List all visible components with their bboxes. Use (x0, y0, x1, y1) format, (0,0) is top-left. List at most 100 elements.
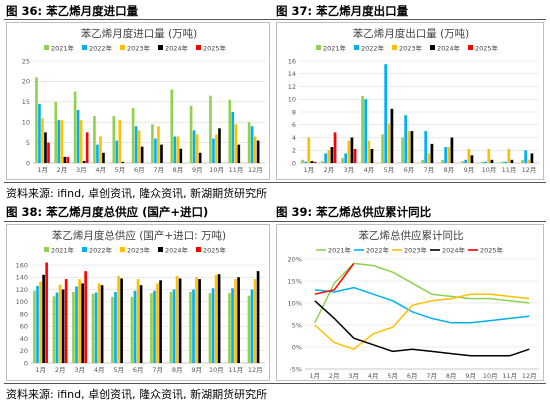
x-tick-label: 11月 (502, 372, 517, 380)
figure-36-label: 图 36: (6, 4, 43, 18)
bar (120, 278, 123, 363)
export-chart: 苯乙烯月度出口量 (万吨) 2021年 2022年 2023年 2024年 2025年 0 2… (288, 27, 539, 174)
bar (410, 131, 414, 163)
bar (54, 101, 58, 163)
bar (461, 161, 464, 163)
x-tick-label: 4月 (94, 366, 105, 374)
legend-label: 2021年 (328, 246, 352, 255)
bar (198, 279, 201, 363)
bar (94, 292, 98, 363)
bar (93, 116, 96, 163)
bar (504, 161, 508, 163)
legend-swatch (430, 45, 435, 50)
legend-label: 2025年 (203, 246, 227, 255)
bar (441, 159, 444, 163)
chart-panel-supply: 苯乙烯月度总供应 (国产+进口: 万吨) 2021年 2022年 2023年 2024年… (6, 224, 270, 381)
x-tick-label: 2月 (329, 372, 340, 380)
figure-38-name: 苯乙烯月度总供应 (国产+进口) (46, 205, 209, 219)
y-tick-label: 14 (288, 70, 296, 78)
bar (175, 276, 179, 363)
x-tick-label: 10月 (483, 372, 498, 380)
legend-label: 2023年 (399, 44, 423, 53)
x-tick-label: 12月 (248, 166, 263, 174)
x-tick-label: 10月 (209, 366, 224, 374)
bar (250, 289, 254, 363)
x-tick-label: 12月 (522, 166, 537, 174)
y-tick-label: 0 (292, 159, 296, 167)
x-tick-label: 4月 (364, 166, 375, 174)
bar (501, 161, 504, 163)
figure-38-label: 图 38: (6, 205, 43, 219)
figure-37-label: 图 37: (276, 4, 313, 18)
x-tick-label: 8月 (172, 366, 183, 374)
y-tick-label: 10 (288, 96, 296, 104)
bar (256, 140, 260, 163)
x-tick-label: 5月 (384, 166, 395, 174)
bar (384, 64, 388, 163)
import-chart: 苯乙烯月度进口量 (万吨) 2021年 2022年 2023年 2024年 2025年 0 5… (22, 27, 265, 174)
legend-label: 2022年 (366, 246, 390, 255)
bar (390, 108, 394, 163)
bar (521, 159, 524, 163)
y-tick-label: 40 (20, 335, 28, 343)
legend-swatch (354, 45, 359, 50)
bar (121, 161, 125, 163)
bar (151, 124, 154, 163)
bar (507, 148, 511, 163)
bar (198, 152, 202, 163)
bar (487, 148, 491, 163)
bar (97, 283, 101, 363)
bar (327, 150, 331, 163)
bar (253, 136, 257, 163)
bar (228, 293, 231, 363)
legend-label: 2022年 (89, 44, 113, 53)
bar (131, 107, 135, 163)
y-tick-label: 6 (292, 121, 296, 129)
bottom-rule (4, 383, 546, 384)
bar (430, 143, 434, 163)
x-tick-label: 2月 (57, 166, 68, 174)
chart-panel-import: 苯乙烯月度进口量 (万吨) 2021年 2022年 2023年 2024年 2025年 0 5… (6, 22, 270, 180)
bar (484, 161, 488, 163)
bar (237, 277, 240, 363)
y-tick-label: 80 (20, 310, 28, 318)
legend-swatch (196, 45, 201, 50)
bar (99, 136, 102, 163)
bar (247, 295, 251, 363)
bar (370, 148, 374, 163)
series-line (314, 300, 530, 357)
bar (117, 276, 120, 363)
bar (401, 137, 404, 163)
chart-title: 苯乙烯月度出口量 (万吨) (353, 27, 470, 40)
bar (470, 155, 474, 163)
bar (212, 138, 215, 163)
bar (38, 103, 41, 163)
x-tick-label: 6月 (404, 166, 415, 174)
bar (407, 131, 411, 163)
bar (301, 159, 304, 163)
bar (153, 290, 156, 363)
x-tick-label: 4月 (95, 166, 106, 174)
y-tick-label: 5% (292, 321, 302, 329)
series-line (314, 293, 530, 350)
y-tick-label: 20 (20, 347, 28, 355)
legend-swatch (392, 45, 397, 50)
bar (341, 157, 344, 163)
bar (307, 137, 311, 163)
legend-label: 2022年 (89, 246, 113, 255)
bar (333, 132, 337, 163)
y-tick-label: 0 (24, 359, 28, 367)
bar (172, 289, 176, 363)
figure-37-name: 苯乙烯月度出口量 (316, 4, 409, 18)
series-line (314, 286, 530, 324)
x-tick-label: 1月 (309, 372, 320, 380)
x-tick-label: 9月 (464, 166, 475, 174)
bar (154, 138, 157, 163)
bar (150, 293, 153, 363)
y-tick-label: 16 (288, 57, 296, 65)
x-tick-label: 3月 (74, 366, 85, 374)
bar (214, 274, 218, 363)
legend-swatch (158, 247, 163, 252)
bar (450, 137, 454, 163)
legend-label: 2025年 (203, 44, 227, 53)
